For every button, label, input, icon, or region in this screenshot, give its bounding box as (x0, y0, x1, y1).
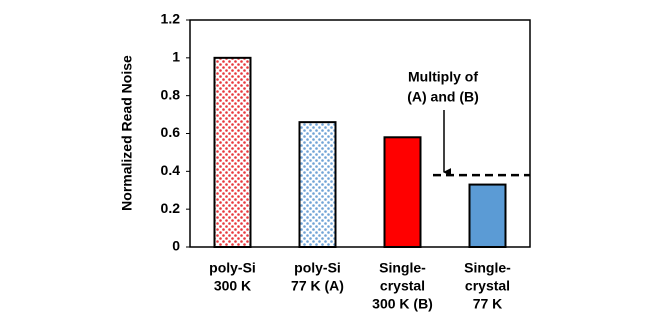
bar (298, 121, 337, 248)
x-tick-label: 300 K (B) (372, 296, 433, 312)
x-tick-label: Single- (379, 260, 426, 276)
y-axis-title: Normalized Read Noise (119, 55, 135, 211)
y-tick-label: 0.8 (161, 86, 181, 102)
y-tick-label: 1 (172, 49, 180, 65)
annotation: (A) and (B) (407, 89, 479, 105)
x-tick-label: Single- (464, 260, 511, 276)
x-tick-label: crystal (465, 278, 510, 294)
y-tick-label: 0.2 (161, 200, 181, 216)
x-tick-label: 77 K (A) (291, 278, 344, 294)
bar (213, 56, 252, 249)
x-tick-label: poly-Si (294, 260, 341, 276)
x-tick-label: crystal (380, 278, 425, 294)
x-tick-label: poly-Si (209, 260, 256, 276)
y-tick-label: 0.4 (161, 162, 181, 178)
annotation: Multiply of (408, 69, 478, 85)
bar (383, 136, 422, 249)
bar (468, 183, 507, 248)
x-tick-label: 300 K (214, 278, 251, 294)
x-tick-label: 77 K (473, 296, 503, 312)
y-tick-label: 0.6 (161, 124, 181, 140)
y-tick-label: 1.2 (161, 11, 181, 27)
y-tick-label: 0 (172, 238, 180, 254)
